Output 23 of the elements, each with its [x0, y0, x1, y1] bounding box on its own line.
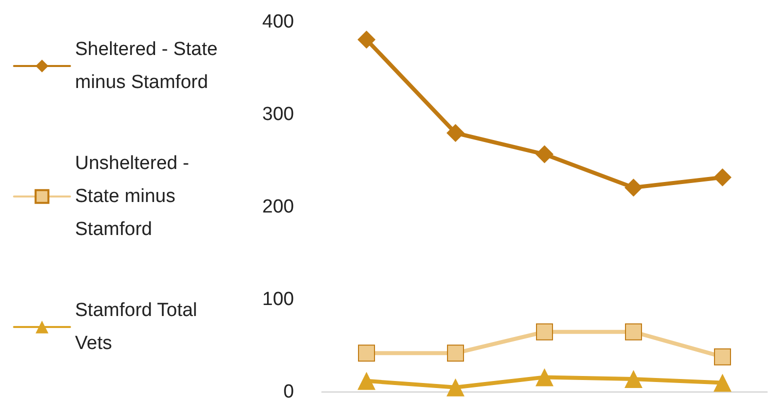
point	[536, 368, 554, 386]
y-tick-label: 200	[262, 196, 294, 218]
point	[446, 124, 464, 142]
point	[358, 344, 375, 362]
point	[624, 370, 642, 388]
point	[624, 178, 642, 197]
point	[625, 323, 642, 340]
point	[714, 168, 732, 186]
point	[447, 344, 464, 362]
point	[714, 348, 731, 366]
y-tick-label: 300	[262, 104, 294, 125]
point	[446, 378, 464, 396]
point	[536, 323, 553, 340]
point	[358, 30, 376, 49]
y-tick-label: 100	[262, 289, 294, 310]
y-tick-label: 0	[283, 382, 294, 402]
legend-label: Sheltered - State minus Stamford	[75, 39, 223, 93]
point	[536, 145, 554, 164]
legend-label: Unsheltered - State minus Stamford	[75, 153, 194, 240]
legend-label: Stamford Total Vets	[75, 300, 202, 354]
y-tick-label: 400	[262, 12, 294, 32]
point	[714, 374, 732, 392]
point	[358, 372, 376, 390]
